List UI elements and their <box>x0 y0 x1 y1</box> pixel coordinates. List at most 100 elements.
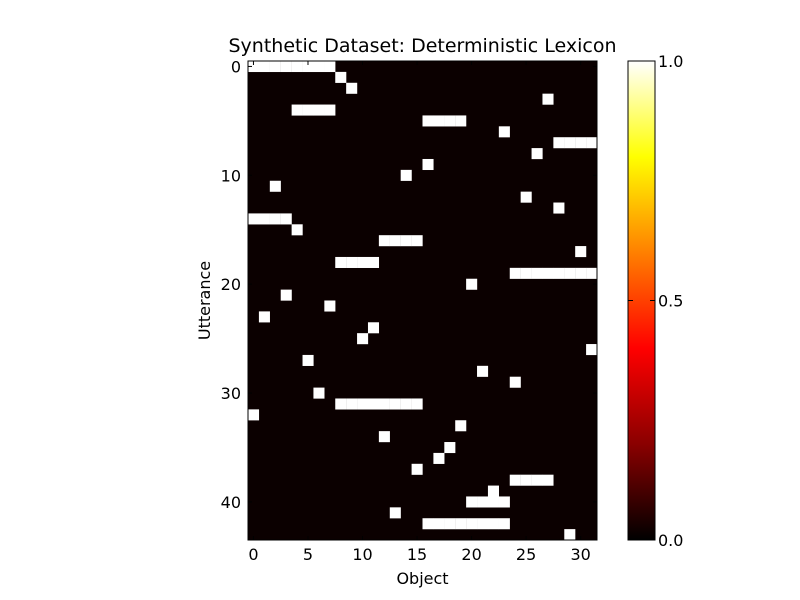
chart-title: Synthetic Dataset: Deterministic Lexicon <box>229 35 617 57</box>
heatmap-cell <box>248 61 260 73</box>
heatmap-cell <box>335 71 347 83</box>
heatmap-cell <box>477 365 489 377</box>
heatmap-cell <box>444 115 456 127</box>
heatmap-cell <box>422 115 434 127</box>
heatmap-cell <box>542 267 554 279</box>
heatmap-cell <box>553 267 565 279</box>
heatmap-cell <box>477 518 489 530</box>
heatmap-cell <box>389 398 401 410</box>
heatmap-cell <box>411 398 423 410</box>
heatmap-cell <box>378 431 390 443</box>
heatmap-cell <box>346 398 358 410</box>
heatmap-frame <box>247 60 598 541</box>
heatmap-cell <box>455 420 467 432</box>
heatmap-background <box>248 61 597 540</box>
heatmap-cell <box>466 278 478 290</box>
heatmap-cell <box>258 213 270 225</box>
heatmap-cell <box>455 518 467 530</box>
colorbar-tick-label: 0.0 <box>658 531 683 550</box>
heatmap-cell <box>433 115 445 127</box>
heatmap-cell <box>324 61 336 73</box>
heatmap-cell <box>498 126 510 138</box>
y-tick-label: 30 <box>221 384 241 403</box>
heatmap-cell <box>444 518 456 530</box>
heatmap-cell <box>531 474 543 486</box>
heatmap-cell <box>444 442 456 454</box>
heatmap-cell <box>313 387 325 399</box>
heatmap-cell <box>248 409 260 421</box>
y-axis: 0 10 20 30 40 <box>221 57 597 512</box>
heatmap-cell <box>498 518 510 530</box>
heatmap-cell <box>357 398 369 410</box>
x-tick-label: 10 <box>352 545 372 564</box>
heatmap-cell <box>378 235 390 247</box>
heatmap-cell <box>487 518 499 530</box>
heatmap-cell <box>357 333 369 345</box>
x-tick-label: 15 <box>407 545 427 564</box>
heatmap-cell <box>389 235 401 247</box>
heatmap-cell <box>466 496 478 508</box>
heatmap-cell <box>564 267 576 279</box>
heatmap-cell <box>248 213 260 225</box>
heatmap-cell <box>531 267 543 279</box>
heatmap-cell <box>509 376 521 388</box>
heatmap-cell <box>302 61 314 73</box>
x-tick-label: 0 <box>248 545 258 564</box>
heatmap-cell <box>258 311 270 323</box>
x-axis-label: Object <box>396 569 448 588</box>
heatmap-cell <box>586 267 598 279</box>
heatmap-cell <box>400 169 412 181</box>
heatmap-cell <box>411 463 423 475</box>
heatmap-cell <box>324 300 336 312</box>
heatmap-cell <box>291 61 303 73</box>
x-axis: 0 5 10 15 20 25 30 <box>248 61 591 564</box>
heatmap-cell <box>280 61 292 73</box>
heatmap-cell <box>400 398 412 410</box>
heatmap-cell <box>520 191 532 203</box>
heatmap-cell <box>313 104 325 116</box>
x-tick-label: 20 <box>461 545 481 564</box>
heatmap-cell <box>302 354 314 366</box>
y-tick-label: 0 <box>231 57 241 76</box>
colorbar-ticks: 0.0 0.5 1.0 <box>628 52 683 550</box>
heatmap-cell <box>367 398 380 410</box>
heatmap-cell <box>422 518 434 530</box>
heatmap-cell <box>291 104 303 116</box>
heatmap-cell <box>520 474 532 486</box>
heatmap-cell <box>378 398 390 410</box>
heatmap-cell <box>335 256 347 268</box>
colorbar-tick-label: 0.5 <box>658 292 683 311</box>
heatmap-cell <box>389 507 401 519</box>
heatmap-cell <box>269 213 281 225</box>
x-tick-label: 5 <box>303 545 313 564</box>
heatmap-cell <box>302 104 314 116</box>
heatmap-cell <box>466 518 478 530</box>
colorbar-tick-label: 1.0 <box>658 52 683 71</box>
heatmap-cell <box>487 485 499 497</box>
heatmap-cell <box>586 137 598 149</box>
heatmap-cell <box>313 61 325 73</box>
heatmap-cell <box>564 529 576 541</box>
heatmap-cell <box>291 224 303 236</box>
heatmap-cell <box>367 256 380 268</box>
heatmap-cell <box>411 235 423 247</box>
heatmap-cell <box>400 235 412 247</box>
heatmap-cell <box>542 474 554 486</box>
heatmap-cell <box>575 267 587 279</box>
heatmap-cell <box>269 61 281 73</box>
heatmap-cell <box>455 115 467 127</box>
heatmap-cell <box>575 246 587 258</box>
heatmap-cell <box>422 158 434 171</box>
heatmap-cell <box>346 256 358 268</box>
heatmap-cell <box>258 61 270 73</box>
heatmap-cell <box>357 256 369 268</box>
heatmap-cell <box>269 180 281 192</box>
heatmap-cell <box>280 213 292 225</box>
heatmap-cell <box>509 474 521 486</box>
heatmap-cell <box>335 398 347 410</box>
y-axis-label: Utterance <box>195 261 214 340</box>
heatmap-cell <box>509 267 521 279</box>
heatmap-cell <box>564 137 576 149</box>
colorbar: 0.0 0.5 1.0 <box>627 52 683 550</box>
